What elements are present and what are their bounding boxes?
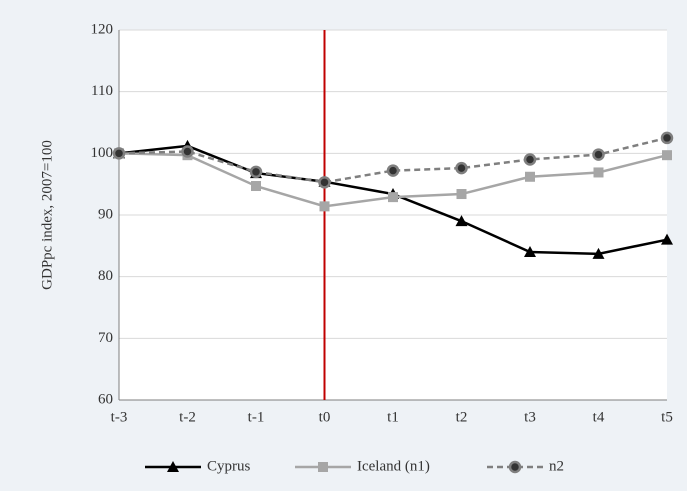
marker bbox=[592, 247, 605, 259]
marker bbox=[592, 148, 605, 161]
series-line bbox=[118, 136, 668, 184]
legend-label: n2 bbox=[549, 458, 564, 474]
marker bbox=[525, 171, 535, 182]
marker bbox=[318, 462, 328, 472]
y-tick-label: 80 bbox=[98, 268, 113, 284]
marker bbox=[251, 181, 261, 192]
x-tick-label: t-2 bbox=[179, 409, 196, 425]
y-tick-label: 60 bbox=[98, 391, 113, 407]
marker bbox=[181, 145, 194, 158]
marker bbox=[523, 153, 537, 166]
marker bbox=[524, 246, 536, 257]
marker bbox=[386, 164, 400, 177]
marker bbox=[662, 150, 672, 161]
x-tick-label: t1 bbox=[387, 409, 399, 425]
marker bbox=[455, 161, 468, 175]
marker bbox=[508, 460, 522, 474]
marker bbox=[455, 215, 468, 227]
y-tick-label: 120 bbox=[91, 21, 114, 37]
x-tick-label: t2 bbox=[456, 409, 468, 425]
marker bbox=[249, 165, 263, 179]
x-tick-label: t3 bbox=[524, 409, 536, 425]
y-tick-label: 90 bbox=[98, 206, 113, 222]
x-tick-label: t-1 bbox=[248, 409, 265, 425]
x-tick-label: t5 bbox=[661, 409, 673, 425]
marker bbox=[660, 131, 674, 145]
y-tick-label: 110 bbox=[91, 83, 113, 99]
x-tick-label: t4 bbox=[593, 409, 605, 425]
marker bbox=[318, 176, 331, 189]
marker bbox=[319, 201, 330, 212]
marker bbox=[456, 189, 467, 200]
marker bbox=[167, 461, 179, 472]
marker bbox=[593, 167, 604, 178]
legend-label: Iceland (n1) bbox=[357, 458, 430, 474]
y-tick-label: 100 bbox=[91, 145, 114, 161]
x-tick-label: t-3 bbox=[111, 409, 128, 425]
y-axis-label: GDPpc index, 2007=100 bbox=[39, 140, 55, 290]
marker bbox=[112, 147, 126, 160]
marker bbox=[388, 192, 398, 203]
marker bbox=[661, 233, 673, 245]
x-tick-label: t0 bbox=[319, 409, 331, 425]
legend-label: Cyprus bbox=[207, 458, 251, 474]
y-tick-label: 70 bbox=[98, 330, 113, 346]
